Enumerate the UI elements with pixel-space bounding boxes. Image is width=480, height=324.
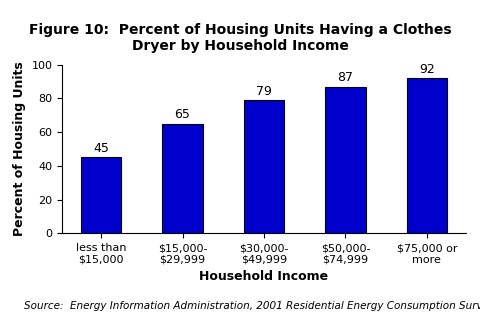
Bar (162, 124, 203, 233)
Bar (325, 87, 366, 233)
Text: Source:  Energy Information Administration, 2001 Residential Energy Consumption : Source: Energy Information Administratio… (24, 301, 480, 311)
Text: 45: 45 (93, 142, 109, 155)
Text: 79: 79 (256, 85, 272, 98)
Text: 92: 92 (419, 63, 435, 76)
X-axis label: Household Income: Household Income (199, 270, 329, 283)
Bar (244, 100, 284, 233)
Bar (407, 78, 447, 233)
Y-axis label: Percent of Housing Units: Percent of Housing Units (13, 62, 26, 237)
Text: 87: 87 (337, 71, 353, 84)
Text: 65: 65 (175, 108, 191, 121)
Bar (81, 157, 121, 233)
Text: Figure 10:  Percent of Housing Units Having a Clothes
Dryer by Household Income: Figure 10: Percent of Housing Units Havi… (29, 23, 451, 53)
